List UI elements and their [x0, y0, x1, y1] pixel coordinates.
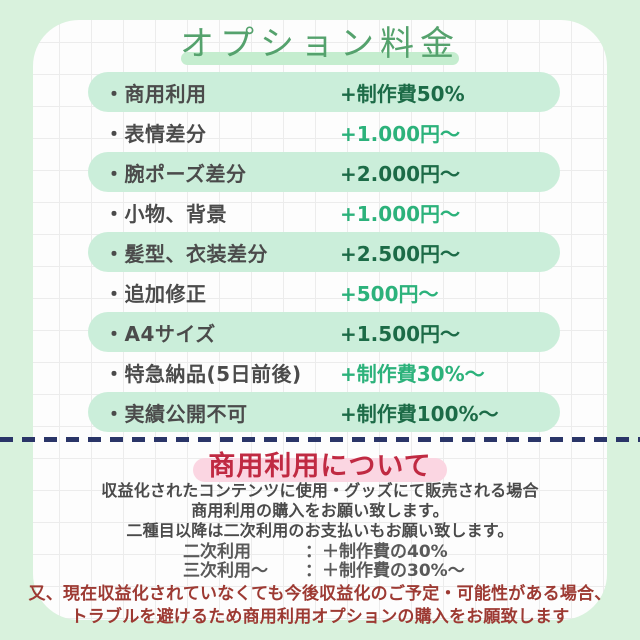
option-price: +1.000円〜: [340, 201, 461, 226]
option-label: ・特急納品(5日前後): [104, 361, 302, 386]
option-price: +2.500円〜: [340, 241, 461, 266]
body-line: 商用利用の購入をお願い致します。: [191, 501, 449, 520]
price-row: ・腕ポーズ差分 +2.000円〜: [88, 152, 560, 192]
option-price: +制作費50%: [340, 81, 465, 106]
dashed-divider: [0, 437, 640, 442]
option-price: +500円〜: [340, 281, 439, 306]
price-row: ・商用利用 +制作費50%: [88, 72, 560, 112]
option-label: ・小物、背景: [104, 201, 227, 226]
secondary-use-item: 三次利用〜 ：＋制作費の30%〜: [183, 562, 465, 581]
secondary-use-label: 二次利用: [183, 542, 251, 562]
price-row: ・実績公開不可 +制作費100%〜: [88, 392, 560, 432]
price-row: ・小物、背景 +1.000円〜: [88, 192, 560, 232]
option-label: ・腕ポーズ差分: [104, 161, 247, 186]
title-highlight-marker: [181, 52, 459, 65]
body-line: 二種目以降は二次利用のお支払いもお願い致します。: [126, 521, 514, 540]
heading-pink-highlight: [193, 458, 447, 482]
option-price: +1.000円〜: [340, 121, 461, 146]
title-section: オプション料金: [0, 16, 640, 65]
price-row: ・A4サイズ +1.500円〜: [88, 312, 560, 352]
option-label: ・追加修正: [104, 281, 207, 306]
commercial-note-text: 又、現在収益化されていなくても今後収益化のご予定・可能性がある場合、 トラブルを…: [0, 583, 640, 629]
secondary-use-list: 二次利用 ：＋制作費の40% 三次利用〜 ：＋制作費の30%〜: [183, 543, 465, 581]
commercial-section-heading: 商用利用について: [208, 451, 432, 482]
price-row: ・表情差分 +1.000円〜: [88, 112, 560, 152]
option-price: +制作費100%〜: [340, 401, 499, 426]
option-label: ・商用利用: [104, 81, 207, 106]
price-table: ・商用利用 +制作費50% ・表情差分 +1.000円〜 ・腕ポーズ差分 +2.…: [88, 72, 560, 432]
price-row: ・特急納品(5日前後) +制作費30%〜: [88, 352, 560, 392]
body-line: 収益化されたコンテンツに使用・グッズにて販売される場合: [101, 481, 539, 500]
option-label: ・表情差分: [104, 121, 207, 146]
option-label: ・実績公開不可: [104, 401, 248, 426]
secondary-use-value: ：＋制作費の40%: [305, 542, 448, 562]
note-line: トラブルを避けるため商用利用オプションの購入をお願致します: [70, 607, 570, 627]
price-row: ・追加修正 +500円〜: [88, 272, 560, 312]
page-title: オプション料金: [180, 24, 460, 64]
price-row: ・髪型、衣装差分 +2.500円〜: [88, 232, 560, 272]
commercial-section-heading-wrap: 商用利用について: [0, 444, 640, 483]
note-line: 又、現在収益化されていなくても今後収益化のご予定・可能性がある場合、: [28, 584, 612, 604]
option-label: ・A4サイズ: [104, 321, 216, 346]
option-price: +2.000円〜: [340, 161, 461, 186]
secondary-use-value: ：＋制作費の30%〜: [305, 561, 465, 581]
option-label: ・髪型、衣装差分: [104, 241, 268, 266]
secondary-use-item: 二次利用 ：＋制作費の40%: [183, 543, 465, 562]
option-price: +1.500円〜: [340, 321, 461, 346]
secondary-use-label: 三次利用〜: [183, 561, 268, 581]
commercial-body-text: 収益化されたコンテンツに使用・グッズにて販売される場合 商用利用の購入をお願い致…: [0, 481, 640, 541]
option-price: +制作費30%〜: [340, 361, 485, 386]
